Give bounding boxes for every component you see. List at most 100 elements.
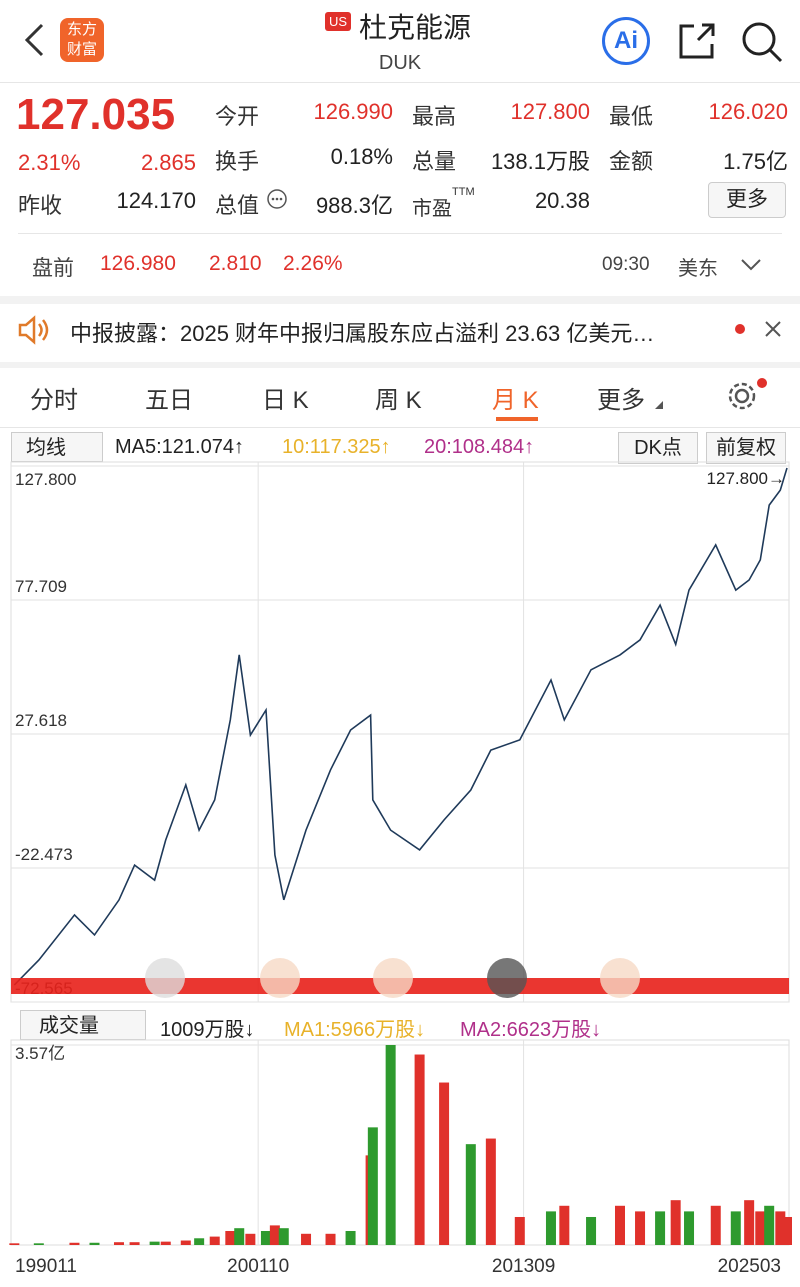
ai-button[interactable]: Ai (602, 17, 650, 65)
speaker-icon (18, 315, 49, 345)
divider (0, 82, 800, 83)
volume-bar (655, 1211, 666, 1245)
settings-button[interactable] (724, 376, 770, 416)
volume-bar (180, 1240, 191, 1245)
tab-active[interactable]: 月 K (492, 387, 539, 414)
volume-bar (149, 1241, 160, 1245)
tab[interactable]: 分时 (30, 387, 78, 414)
section-gap (0, 362, 800, 368)
expand-icon[interactable] (740, 258, 762, 272)
back-button[interactable] (22, 22, 48, 58)
next-button[interactable] (487, 958, 527, 998)
tab[interactable]: 日 K (262, 387, 309, 414)
open-label: 今开 (215, 104, 260, 129)
pe-label: 市盈 (412, 198, 452, 220)
volume-bar (684, 1211, 695, 1245)
volume-bar (775, 1211, 786, 1245)
ma10-legend: 10:117.325↑ (282, 436, 391, 458)
volume-bar (385, 1045, 396, 1245)
y-tick-label: 77.709 (15, 577, 67, 596)
y-tick-label: 127.800 (15, 470, 76, 489)
volume-bar (301, 1233, 312, 1245)
divider (18, 233, 782, 234)
y-tick-label: -22.473 (15, 845, 73, 864)
notice-text[interactable]: 中报披露：2025 财年中报归属股东应占溢利 23.63 亿美元… (70, 321, 655, 346)
dk-button[interactable]: DK点 (618, 432, 698, 464)
volume-bar (225, 1230, 236, 1245)
volume-bar (113, 1242, 124, 1245)
last-price: 127.035 (16, 90, 176, 139)
y-tick-label: -72.565 (15, 979, 73, 998)
stock-code: DUK (378, 52, 422, 74)
more-button[interactable]: 更多 (708, 182, 786, 218)
divider (0, 427, 800, 428)
change-percent: 2.31% (18, 150, 81, 175)
premarket-time: 09:30 (602, 254, 650, 275)
premarket-percent: 2.26% (283, 252, 343, 275)
prev-close-value: 124.170 (116, 188, 196, 213)
volume-bar (209, 1236, 220, 1245)
adjust-button[interactable]: 前复权 (706, 432, 786, 464)
turnover-value: 0.18% (330, 144, 393, 169)
search-button[interactable] (740, 20, 784, 64)
volume-bar (545, 1211, 556, 1245)
volume-bar (367, 1127, 378, 1245)
volume-bar (614, 1205, 625, 1245)
volume-bar (635, 1211, 646, 1245)
volume-bar (89, 1242, 100, 1245)
market-cap-label: 总值 (215, 193, 260, 218)
zoom-in-button[interactable] (260, 958, 300, 998)
vol-ma2-legend: MA2:6623万股↓ (460, 1019, 602, 1041)
app-logo[interactable]: 东方财富 (60, 18, 104, 62)
change-amount: 2.865 (140, 150, 196, 175)
volume-bar (465, 1144, 476, 1245)
tab[interactable]: 周 K (375, 387, 422, 414)
volume-bar (730, 1211, 741, 1245)
indicator-selector[interactable]: 均线 (11, 432, 103, 462)
section-gap (0, 296, 800, 304)
tab[interactable]: 五日 (145, 387, 193, 414)
fullscreen-button[interactable] (600, 958, 640, 998)
volume-bar (755, 1211, 766, 1245)
market-badge: US (325, 12, 352, 31)
volume-bar (586, 1216, 597, 1245)
volume-bar (439, 1082, 450, 1245)
tab-indicator (496, 417, 538, 421)
turnover-label: 换手 (215, 149, 260, 174)
volume-value: 138.1万股 (490, 149, 590, 174)
volume-bar (260, 1230, 271, 1245)
volume-legend: 1009万股↓ (160, 1019, 255, 1041)
volume-bar (559, 1205, 570, 1245)
volume-bar (514, 1216, 525, 1245)
premarket-change: 2.810 (209, 252, 262, 275)
prev-button[interactable] (373, 958, 413, 998)
y-tick-label: 3.57亿 (15, 1044, 65, 1063)
x-tick-label: 202503 (718, 1256, 781, 1277)
volume-bar (325, 1233, 336, 1245)
share-button[interactable] (676, 20, 718, 62)
ma20-legend: 20:108.484↑ (424, 436, 535, 458)
volume-bar (9, 1243, 20, 1245)
volume-bar (234, 1228, 245, 1245)
stock-name: 杜克能源 (359, 12, 472, 43)
ma5-legend: MA5:121.074↑ (115, 436, 244, 458)
volume-selector[interactable]: 成交量 (20, 1010, 146, 1040)
volume-bar (33, 1243, 44, 1245)
volume-bar (278, 1228, 289, 1245)
low-label: 最低 (609, 104, 654, 129)
volume-bar (764, 1205, 775, 1245)
info-icon[interactable] (266, 188, 288, 210)
pe-value: 20.38 (534, 188, 590, 213)
premarket-price: 126.980 (100, 252, 176, 275)
price-annotation: 127.800→ (707, 469, 785, 488)
volume-bar (365, 1155, 376, 1245)
x-tick-label: 201309 (492, 1256, 555, 1277)
volume-bar (414, 1054, 425, 1245)
unread-dot (735, 324, 745, 334)
volume-frame (10, 1039, 790, 1246)
close-button[interactable] (764, 320, 782, 338)
tab[interactable]: 更多 (597, 387, 645, 414)
zoom-out-button[interactable] (145, 958, 185, 998)
dropdown-icon (655, 401, 663, 409)
